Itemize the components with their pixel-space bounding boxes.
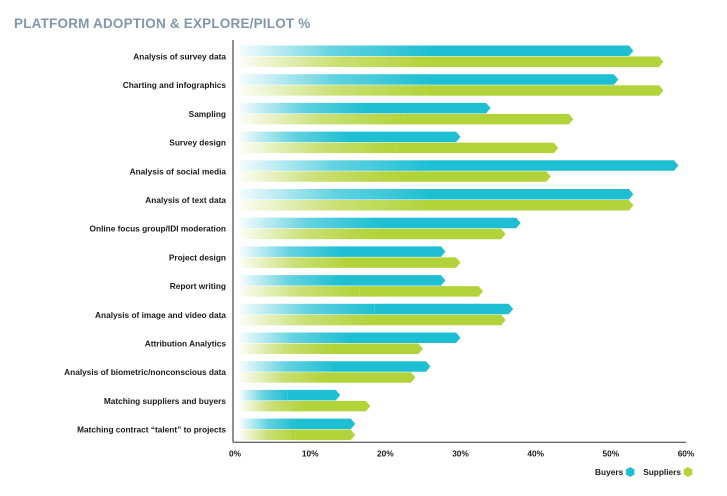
bar-fade-buyers <box>240 303 375 315</box>
category-label: Charting and infographics <box>123 80 227 90</box>
category-label: Report writing <box>170 281 226 291</box>
bar-suppliers <box>370 314 506 326</box>
bar-fade-suppliers <box>240 228 371 240</box>
bar-fade-suppliers <box>240 56 430 67</box>
x-tick-labels: 0% 10% 20% 30% 40% 50% 60% <box>229 448 695 458</box>
x-tick-label: 60% <box>678 448 695 458</box>
bar-fade-suppliers <box>240 85 430 96</box>
category-label: Analysis of social media <box>130 166 227 176</box>
legend-label-suppliers: Suppliers <box>643 467 681 477</box>
legend-marker-suppliers <box>683 467 693 477</box>
bars-group <box>240 45 679 441</box>
category-label: Analysis of image and video data <box>95 310 226 320</box>
bar-fade-buyers <box>240 418 296 430</box>
bar-fade-suppliers <box>240 429 296 441</box>
bar-fade-buyers <box>240 275 341 286</box>
category-label: Survey design <box>169 138 226 148</box>
bar-fade-buyers <box>240 246 341 257</box>
bar-suppliers <box>396 142 559 154</box>
bar-fade-buyers <box>240 361 333 372</box>
bar-fade-suppliers <box>240 372 326 383</box>
bar-fade-buyers <box>240 189 430 200</box>
bar-fade-buyers <box>240 102 364 114</box>
x-tick-label: 30% <box>452 448 469 458</box>
bar-buyers <box>340 275 446 286</box>
bar-buyers <box>374 303 514 315</box>
category-label: Online focus group/IDI moderation <box>90 224 226 234</box>
category-label: Matching suppliers and buyers <box>104 396 227 406</box>
bar-fade-suppliers <box>240 200 430 211</box>
bar-fade-buyers <box>240 45 430 56</box>
bar-suppliers <box>370 228 506 240</box>
bar-buyers <box>295 418 356 430</box>
bar-fade-suppliers <box>240 142 397 154</box>
bar-buyers <box>348 332 461 343</box>
bar-fade-suppliers <box>240 257 348 268</box>
x-tick-label: 10% <box>302 448 319 458</box>
bar-suppliers <box>430 200 634 211</box>
chart-title: PLATFORM ADOPTION & EXPLORE/PILOT % <box>14 16 311 31</box>
bar-fade-buyers <box>240 74 427 85</box>
bar-suppliers <box>430 56 664 67</box>
category-label: Sampling <box>189 109 226 119</box>
bar-fade-suppliers <box>240 171 394 182</box>
bar-suppliers <box>430 85 664 96</box>
legend-marker-buyers <box>625 467 635 477</box>
bar-suppliers <box>325 372 416 383</box>
x-tick-label: 40% <box>527 448 544 458</box>
bar-suppliers <box>359 286 484 297</box>
bar-suppliers <box>295 429 356 441</box>
bar-fade-suppliers <box>240 286 360 297</box>
legend: Suppliers Buyers <box>595 467 693 477</box>
bar-buyers <box>332 361 431 372</box>
bar-suppliers <box>404 113 574 125</box>
bar-buyers <box>348 131 461 143</box>
category-label: Project design <box>169 252 226 262</box>
bar-suppliers <box>393 171 551 182</box>
bar-fade-buyers <box>240 389 288 401</box>
category-label: Attribution Analytics <box>145 339 227 349</box>
bar-buyers <box>378 217 521 229</box>
bar-buyers <box>430 45 634 56</box>
x-tick-label: 20% <box>377 448 394 458</box>
category-label: Analysis of text data <box>145 195 226 205</box>
bar-buyers <box>363 102 491 114</box>
bar-buyers <box>426 74 619 85</box>
bar-buyers <box>287 389 341 401</box>
bar-fade-suppliers <box>240 314 371 326</box>
bar-fade-suppliers <box>240 343 330 354</box>
x-tick-label: 50% <box>603 448 620 458</box>
bar-fade-buyers <box>240 217 379 229</box>
category-label: Matching contract “talent” to projects <box>77 425 226 435</box>
bar-fade-suppliers <box>240 400 303 412</box>
bar-fade-buyers <box>240 160 430 171</box>
bar-fade-buyers <box>240 131 348 143</box>
category-label: Analysis of biometric/nonconscious data <box>64 367 226 377</box>
legend-label-buyers: Buyers <box>595 467 624 477</box>
x-tick-label: 0% <box>229 448 242 458</box>
bar-suppliers <box>302 400 371 412</box>
bar-fade-suppliers <box>240 113 405 125</box>
bar-buyers <box>430 160 679 171</box>
bar-fade-buyers <box>240 332 348 343</box>
category-labels: Analysis of survey data Charting and info… <box>64 52 226 435</box>
bar-buyers <box>340 246 446 257</box>
bar-buyers <box>430 189 634 200</box>
bar-suppliers <box>348 257 461 268</box>
category-label: Analysis of survey data <box>133 52 226 62</box>
bar-suppliers <box>329 343 423 354</box>
